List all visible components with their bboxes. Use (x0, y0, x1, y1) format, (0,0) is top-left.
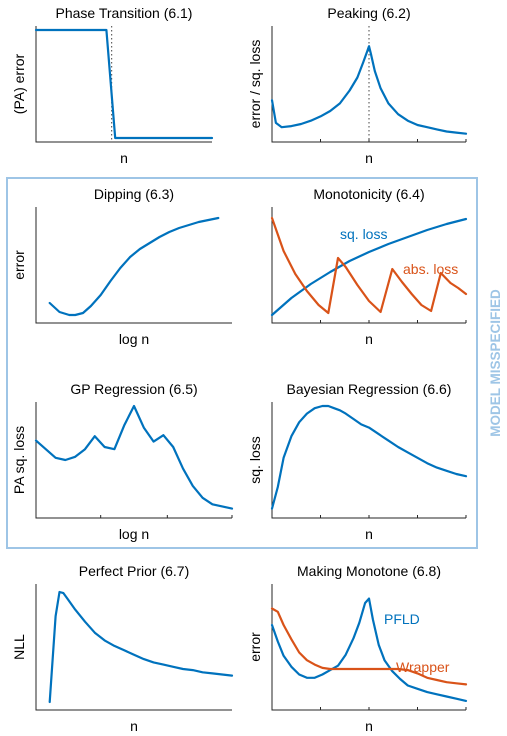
series-line-abs-loss (270, 216, 468, 315)
panel-title: Phase Transition (6.1) (56, 5, 193, 21)
x-axis-label: n (365, 718, 373, 734)
x-axis-label: n (365, 150, 373, 166)
axis-lines (35, 584, 232, 711)
series-line-wrapper (270, 607, 468, 686)
panel-p63: Dipping (6.3) log n error (11, 186, 232, 347)
panel-p66: Bayesian Regression (6.6) n sq. loss (247, 381, 468, 542)
series-label: sq. loss (340, 226, 387, 242)
panel-title: Peaking (6.2) (327, 5, 410, 21)
x-axis-label: log n (119, 526, 149, 542)
series-label: abs. loss (403, 261, 458, 277)
series-line (48, 216, 220, 317)
series-label: Wrapper (396, 659, 450, 675)
panel-p65: GP Regression (6.5) log n PA sq. loss (11, 381, 234, 542)
panel-title: GP Regression (6.5) (70, 381, 197, 397)
series-line (34, 404, 234, 510)
x-axis-label: n (130, 718, 138, 734)
series-line (270, 404, 468, 510)
y-axis-label: sq. loss (247, 436, 263, 483)
panel-p68: Making Monotone (6.8) PFLD Wrapper n error (247, 563, 468, 734)
x-axis-label: log n (119, 331, 149, 347)
panel-title: Monotonicity (6.4) (313, 186, 424, 202)
model-misspecified-box (6, 177, 478, 549)
y-axis-label: NLL (11, 634, 27, 660)
axis-lines (271, 26, 466, 143)
y-axis-label: PA sq. loss (11, 426, 27, 494)
panel-title: Bayesian Regression (6.6) (287, 381, 452, 397)
axis-lines (35, 26, 212, 143)
series-label: PFLD (384, 611, 420, 627)
x-axis-label: n (365, 331, 373, 347)
panel-p61: Phase Transition (6.1) n (PA) error (11, 5, 214, 166)
axis-lines (35, 207, 232, 324)
panel-p62: Peaking (6.2) n error / sq. loss (247, 5, 468, 166)
y-axis-label: error / sq. loss (247, 40, 263, 129)
series-line (34, 28, 214, 140)
series-line (270, 45, 468, 135)
x-axis-label: n (120, 150, 128, 166)
panel-title: Dipping (6.3) (94, 186, 174, 202)
x-axis-label: n (365, 526, 373, 542)
panel-p64: Monotonicity (6.4) sq. loss abs. loss n (270, 186, 468, 347)
panel-title: Perfect Prior (6.7) (79, 563, 189, 579)
y-axis-label: error (247, 632, 263, 662)
series-line-pfld (270, 597, 468, 702)
y-axis-label: error (11, 250, 27, 280)
series-line (48, 590, 234, 704)
axis-lines (271, 207, 466, 324)
y-axis-label: (PA) error (11, 53, 27, 114)
model-misspecified-label: MODEL MISSPECIFIED (488, 289, 503, 437)
axis-lines (271, 402, 466, 519)
panel-p67: Perfect Prior (6.7) n NLL (11, 563, 234, 734)
panel-title: Making Monotone (6.8) (297, 563, 441, 579)
